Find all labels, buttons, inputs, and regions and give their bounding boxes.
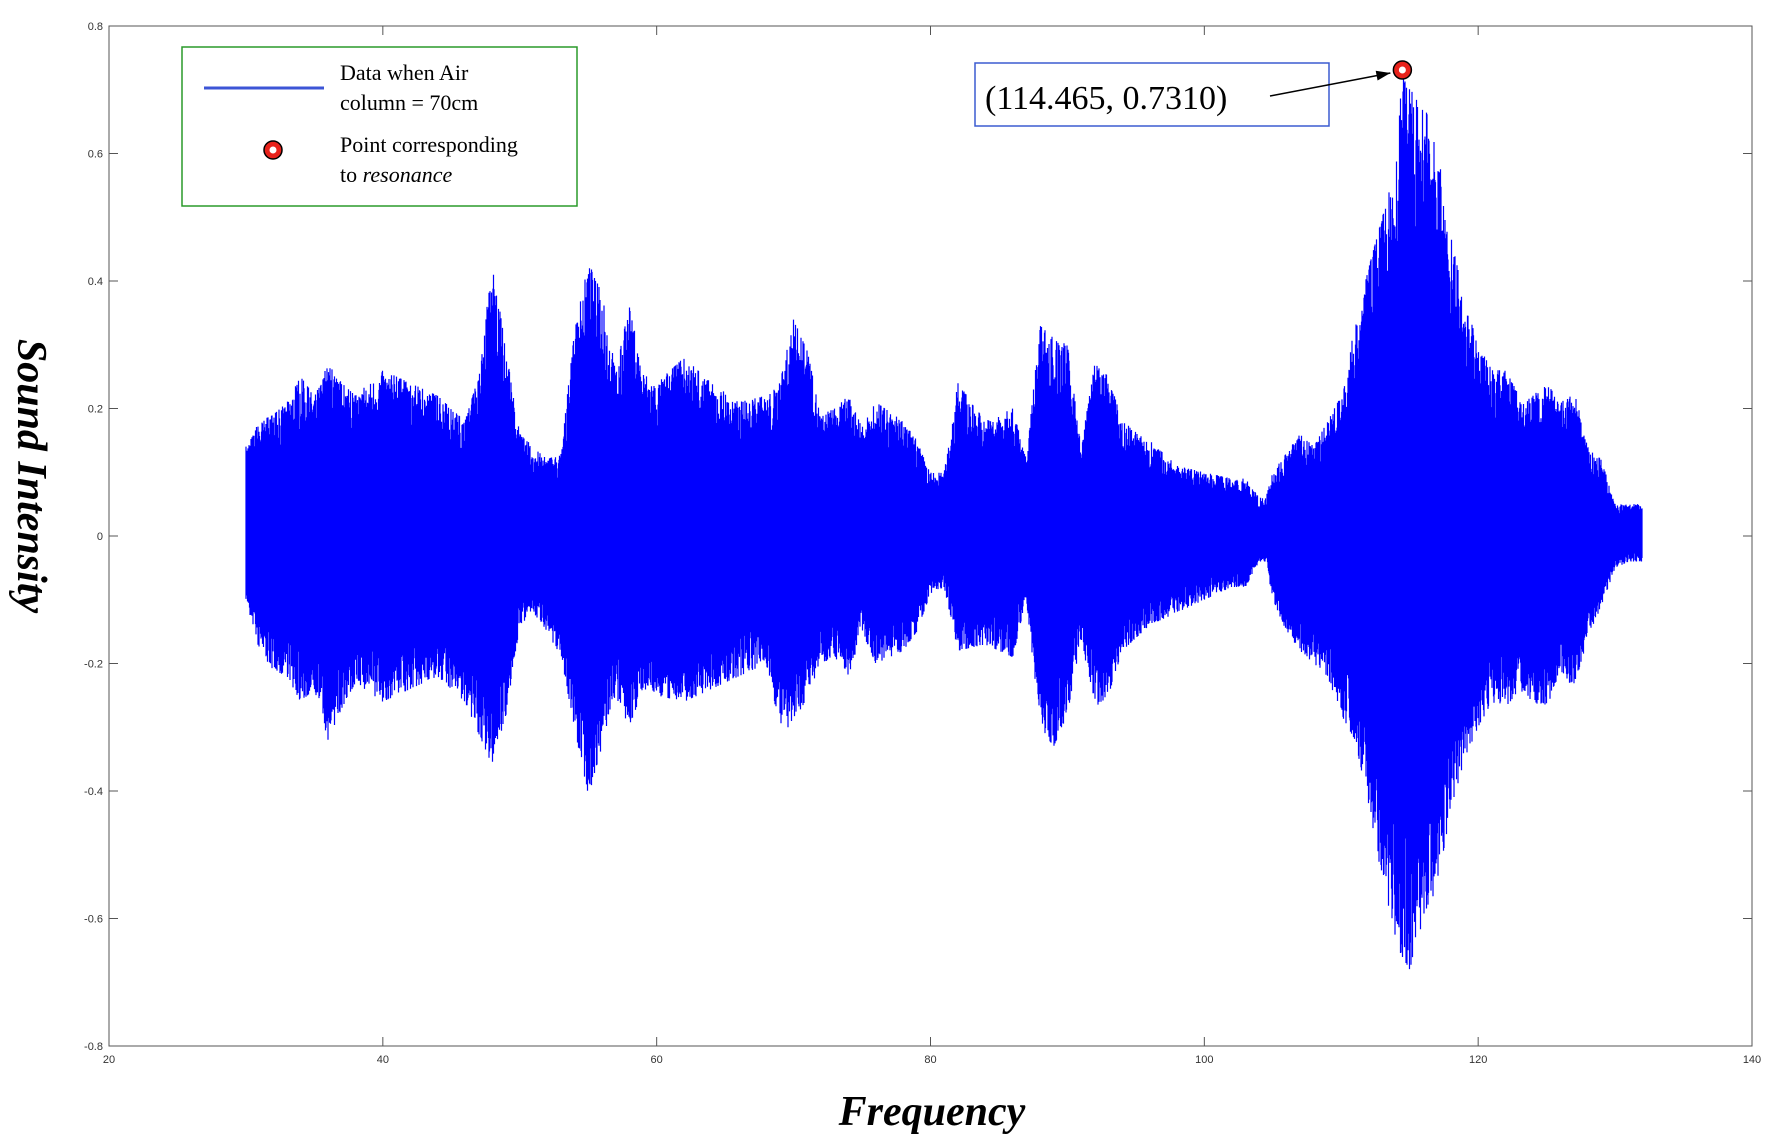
x-tick-label: 60 [651, 1054, 663, 1066]
y-tick-label: -0.8 [84, 1041, 103, 1053]
y-tick-label: 0.6 [88, 149, 103, 161]
resonance-annotation: (114.465, 0.7310) [974, 62, 1391, 127]
y-axis-title: Sound Intensity [8, 339, 54, 614]
legend-entry-1-line-1: Data when Air [340, 60, 469, 85]
y-tick-label: -0.6 [84, 914, 103, 926]
x-tick-label: 100 [1195, 1054, 1213, 1066]
y-tick-label: 0.2 [88, 404, 103, 416]
y-tick-label: 0 [97, 531, 103, 543]
y-tick-label: 0.8 [88, 21, 103, 33]
x-tick-label: 20 [103, 1054, 115, 1066]
legend: Data when Air column = 70cm Point corres… [181, 46, 578, 207]
x-tick-label: 80 [924, 1054, 936, 1066]
legend-entry-1-line-2: column = 70cm [340, 90, 478, 115]
x-tick-label: 120 [1469, 1054, 1487, 1066]
annotation-arrow [1269, 72, 1391, 97]
axis-ticks: 20 40 60 80 100 120 140 -0.8 -0.6 -0.4 -0.2 0 0.2 0.4… [84, 21, 1761, 1066]
x-tick-label: 40 [377, 1054, 389, 1066]
x-axis-title: Frequency [838, 1089, 1026, 1135]
annotation-text: (114.465, 0.7310) [985, 80, 1227, 117]
y-tick-label: 0.4 [88, 276, 103, 288]
resonance-point-marker [1392, 60, 1413, 80]
legend-entry-2-prefix: to [340, 162, 363, 187]
annotation-arrowhead [1375, 70, 1391, 81]
legend-entry-2-line-2: to resonance [340, 162, 452, 187]
x-tick-label: 140 [1743, 1054, 1761, 1066]
legend-marker-swatch [263, 140, 283, 160]
legend-entry-2-line-1: Point corresponding [340, 132, 518, 157]
signal-core-band [245, 303, 1643, 753]
legend-box [181, 46, 578, 207]
annotation-box [974, 62, 1330, 127]
signal-series [245, 73, 1643, 970]
y-tick-label: -0.2 [84, 659, 103, 671]
y-tick-label: -0.4 [84, 786, 103, 798]
legend-entry-2-italic: resonance [363, 162, 453, 187]
